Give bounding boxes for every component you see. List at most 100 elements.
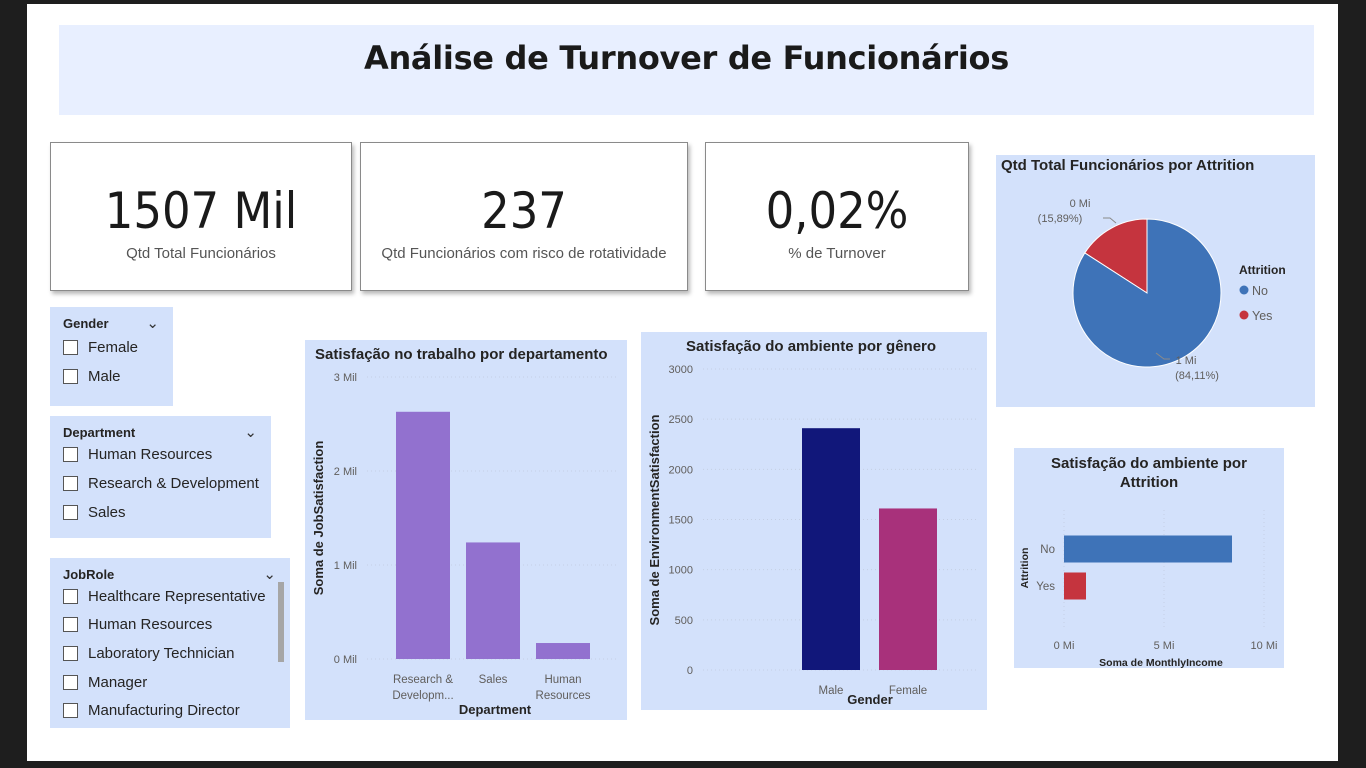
checkbox-icon[interactable] bbox=[63, 368, 78, 384]
slicer-option-label: Human Resources bbox=[88, 445, 213, 463]
data-label: 0 Mi bbox=[1070, 198, 1091, 210]
chart-env-by-gender[interactable]: Satisfação do ambiente por gênero 0 500 10… bbox=[641, 332, 987, 710]
y-tick-label: No bbox=[1040, 544, 1055, 556]
slicer-option-label: Manufacturing Director bbox=[88, 701, 240, 719]
y-tick-label: 1 Mil bbox=[334, 560, 357, 572]
x-tick-label: Research & bbox=[393, 674, 453, 686]
x-axis-title: Department bbox=[459, 702, 532, 717]
pie-slice bbox=[1072, 218, 1222, 368]
legend-marker bbox=[1239, 285, 1249, 295]
chart-title: Attrition bbox=[1120, 474, 1178, 491]
slicer-option-label: Manager bbox=[88, 673, 148, 691]
slicer-option-male[interactable]: Male bbox=[63, 365, 121, 387]
x-tick-label: Resources bbox=[536, 690, 591, 702]
legend-label: No bbox=[1252, 284, 1268, 298]
chart-env-by-attrition[interactable]: Satisfação do ambiente por Attrition 0 Mi 5… bbox=[1014, 448, 1284, 668]
slicer-option-manufacturing-director[interactable]: Manufacturing Director bbox=[63, 699, 240, 721]
x-tick-label: 5 Mi bbox=[1154, 640, 1175, 652]
kpi-card-risk[interactable]: 237 Qtd Funcionários com risco de rotati… bbox=[360, 142, 688, 291]
slicer-option-research-development[interactable]: Research & Development bbox=[63, 472, 259, 494]
kpi-label-turnover: % de Turnover bbox=[788, 245, 886, 262]
kpi-value-risk: 237 bbox=[481, 182, 567, 240]
title-banner: Análise de Turnover de Funcionários bbox=[59, 25, 1314, 115]
slicer-option-laboratory-technician[interactable]: Laboratory Technician bbox=[63, 642, 234, 664]
slicer-option-sales[interactable]: Sales bbox=[63, 501, 126, 523]
checkbox-icon[interactable] bbox=[63, 446, 78, 462]
slicer-option-female[interactable]: Female bbox=[63, 336, 138, 358]
chart-title: Satisfação do ambiente por gênero bbox=[686, 338, 937, 355]
checkbox-icon[interactable] bbox=[63, 339, 78, 355]
slicer-jobrole[interactable]: JobRole ⌄ Healthcare Representative Huma… bbox=[50, 558, 290, 728]
chart-title: Qtd Total Funcionários por Attrition bbox=[1001, 157, 1255, 174]
chart-title: Satisfação no trabalho por departamento bbox=[315, 346, 608, 363]
slicer-scrollbar[interactable] bbox=[278, 582, 284, 662]
y-axis-title: Attrition bbox=[1019, 548, 1031, 589]
slicer-jobrole-header[interactable]: JobRole ⌄ bbox=[63, 566, 280, 587]
y-tick-label: 0 bbox=[687, 665, 693, 677]
y-tick-label: 2500 bbox=[669, 414, 693, 426]
legend-marker bbox=[1239, 310, 1249, 320]
slicer-department-header[interactable]: Department ⌄ bbox=[63, 424, 261, 445]
chevron-down-icon[interactable]: ⌄ bbox=[244, 424, 257, 441]
data-label: (15,89%) bbox=[1038, 213, 1083, 225]
bar bbox=[1064, 572, 1086, 600]
kpi-value-turnover: 0,02% bbox=[765, 182, 909, 240]
slicer-department[interactable]: Department ⌄ Human Resources Research & … bbox=[50, 416, 271, 538]
slicer-option-healthcare-representative[interactable]: Healthcare Representative bbox=[63, 585, 266, 607]
slicer-option-label: Laboratory Technician bbox=[88, 644, 235, 662]
leader-line bbox=[1155, 352, 1170, 360]
x-tick-label: Developm... bbox=[392, 690, 453, 702]
x-axis-title: Gender bbox=[847, 692, 893, 707]
checkbox-icon[interactable] bbox=[63, 504, 78, 520]
x-tick-label: 10 Mi bbox=[1251, 640, 1278, 652]
chart-title: Satisfação do ambiente por bbox=[1051, 455, 1247, 472]
checkbox-icon[interactable] bbox=[63, 674, 78, 690]
chart-job-satisfaction[interactable]: Satisfação no trabalho por departamento … bbox=[305, 340, 627, 720]
y-tick-label: 2 Mil bbox=[334, 466, 357, 478]
data-label: (84,11%) bbox=[1175, 370, 1219, 382]
chevron-down-icon[interactable]: ⌄ bbox=[263, 566, 276, 583]
bar bbox=[879, 508, 937, 670]
kpi-card-total[interactable]: 1507 Mil Qtd Total Funcionários bbox=[50, 142, 352, 291]
y-tick-label: 2000 bbox=[669, 464, 693, 476]
x-axis-title: Soma de MonthlyIncome bbox=[1099, 657, 1223, 668]
checkbox-icon[interactable] bbox=[63, 702, 78, 718]
chevron-down-icon[interactable]: ⌄ bbox=[146, 315, 159, 332]
checkbox-icon[interactable] bbox=[63, 475, 78, 491]
slicer-option-manager[interactable]: Manager bbox=[63, 671, 147, 693]
env-by-attrition-svg: Satisfação do ambiente por Attrition 0 Mi 5… bbox=[1019, 455, 1278, 668]
pie-slice bbox=[1084, 218, 1148, 294]
x-tick-label: Male bbox=[819, 685, 844, 697]
y-tick-label: 3 Mil bbox=[334, 372, 357, 384]
kpi-label-risk: Qtd Funcionários com risco de rotativida… bbox=[381, 245, 667, 262]
x-tick-label: Sales bbox=[479, 674, 508, 686]
checkbox-icon[interactable] bbox=[63, 588, 78, 604]
slicer-department-title: Department bbox=[63, 425, 136, 440]
slicer-option-human-resources[interactable]: Human Resources bbox=[63, 443, 212, 465]
page-title: Análise de Turnover de Funcionários bbox=[363, 39, 1009, 77]
slicer-option-label: Sales bbox=[88, 503, 126, 521]
bar bbox=[536, 643, 590, 659]
slicer-gender-header[interactable]: Gender ⌄ bbox=[63, 315, 163, 336]
kpi-value-total: 1507 Mil bbox=[104, 182, 298, 240]
y-axis-title: Soma de JobSatisfaction bbox=[311, 441, 326, 596]
legend-title: Attrition bbox=[1239, 263, 1286, 277]
y-tick-label: 0 Mil bbox=[334, 654, 357, 666]
slicer-option-label: Female bbox=[88, 338, 139, 356]
y-tick-label: 1000 bbox=[669, 565, 693, 577]
bar bbox=[1064, 535, 1232, 563]
checkbox-icon[interactable] bbox=[63, 616, 78, 632]
env-by-gender-svg: 0 500 1000 1500 2000 2500 3000 Male FemaleGender… bbox=[647, 364, 977, 707]
slicer-jobrole-title: JobRole bbox=[63, 567, 115, 582]
checkbox-icon[interactable] bbox=[63, 645, 78, 661]
attrition-pie-svg: 0 Mi (15,89%) 1 Mi (84,11%) Attrition No Yes bbox=[1038, 198, 1286, 382]
x-tick-label: 0 Mi bbox=[1054, 640, 1075, 652]
y-tick-label: 3000 bbox=[669, 364, 693, 376]
leader-line bbox=[1103, 217, 1117, 224]
x-tick-label: Human bbox=[544, 674, 581, 686]
slicer-option-human-resources[interactable]: Human Resources bbox=[63, 613, 212, 635]
kpi-card-turnover[interactable]: 0,02% % de Turnover bbox=[705, 142, 969, 291]
chart-attrition-pie[interactable]: Qtd Total Funcionários por Attrition 0 M… bbox=[996, 155, 1315, 407]
kpi-label-total: Qtd Total Funcionários bbox=[126, 245, 276, 262]
slicer-gender[interactable]: Gender ⌄ Female Male bbox=[50, 307, 173, 406]
